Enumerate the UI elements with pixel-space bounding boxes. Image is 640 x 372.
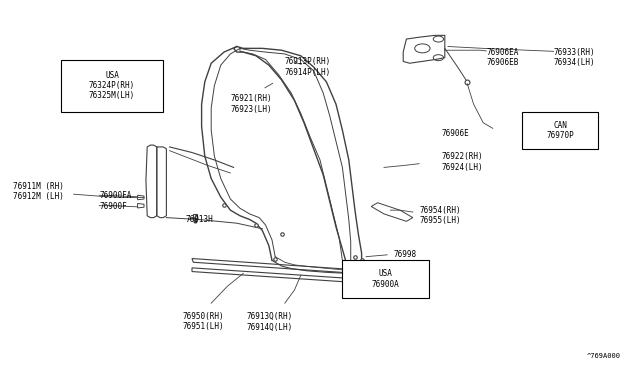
Text: 76913H: 76913H [186, 215, 213, 224]
Text: CAN
76970P: CAN 76970P [546, 121, 574, 140]
Text: USA
76324P(RH)
76325M(LH): USA 76324P(RH) 76325M(LH) [89, 71, 135, 100]
Text: 76933(RH)
76934(LH): 76933(RH) 76934(LH) [554, 48, 595, 67]
Text: 76911M (RH)
76912M (LH): 76911M (RH) 76912M (LH) [13, 182, 63, 201]
Text: 76900F: 76900F [99, 202, 127, 211]
Text: 76900FA: 76900FA [99, 191, 132, 200]
Text: 76950(RH)
76951(LH): 76950(RH) 76951(LH) [182, 312, 224, 331]
Text: ^769A000: ^769A000 [587, 353, 621, 359]
Text: USA
76900A: USA 76900A [372, 269, 399, 289]
Text: 76921(RH)
76923(LH): 76921(RH) 76923(LH) [230, 94, 272, 114]
FancyBboxPatch shape [522, 112, 598, 149]
Text: 76913Q(RH)
76914Q(LH): 76913Q(RH) 76914Q(LH) [246, 312, 292, 331]
FancyBboxPatch shape [61, 60, 163, 112]
Text: 76998: 76998 [394, 250, 417, 259]
Text: 76922(RH)
76924(LH): 76922(RH) 76924(LH) [442, 152, 483, 171]
Text: 76906E: 76906E [442, 129, 469, 138]
FancyBboxPatch shape [342, 260, 429, 298]
Text: 76954(RH)
76955(LH): 76954(RH) 76955(LH) [419, 206, 461, 225]
Text: 76913P(RH)
76914P(LH): 76913P(RH) 76914P(LH) [285, 57, 331, 77]
Text: 76906EA
76906EB: 76906EA 76906EB [486, 48, 519, 67]
